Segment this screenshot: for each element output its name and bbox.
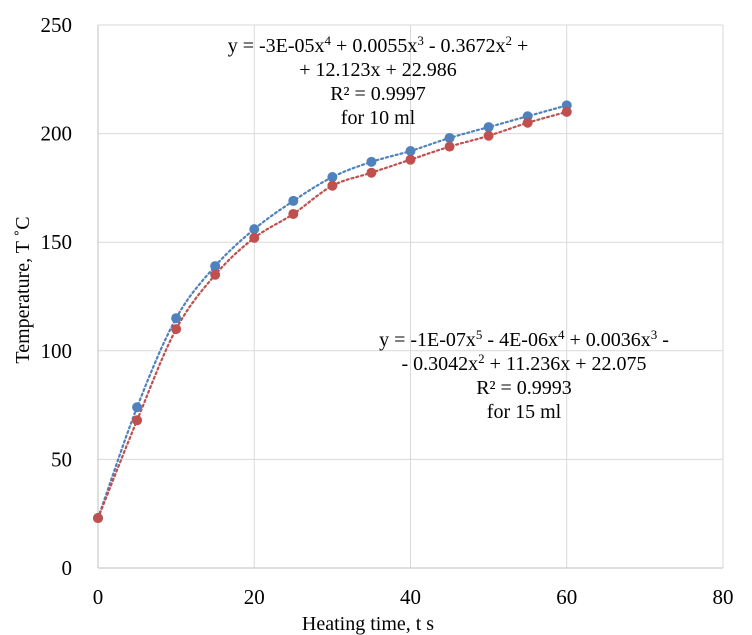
y-tick-label: 100 [41, 339, 73, 363]
equation-term: - 4E-06x [482, 329, 558, 351]
y-tick-label: 150 [41, 230, 73, 254]
axes [97, 25, 723, 569]
y-tick-label: 50 [51, 447, 72, 471]
data-point-series-1 [444, 132, 455, 143]
data-point-series-2 [483, 130, 494, 141]
exponent: 4 [324, 33, 332, 48]
series-label: for 10 ml [340, 107, 416, 129]
trendlines [96, 104, 568, 520]
x-axis-title: Heating time, t s [302, 613, 434, 635]
data-point-series-2 [561, 106, 572, 117]
data-point-series-2 [366, 167, 377, 178]
y-tick-label: 250 [41, 13, 73, 37]
x-tick-label: 60 [556, 585, 577, 609]
data-point-series-1 [210, 261, 221, 272]
x-tick-label: 40 [400, 585, 421, 609]
exponent: 2 [505, 33, 513, 48]
equation-line-2: + 12.123x + 22.986 [299, 59, 457, 81]
equation-term: + 11.236x + 22.075 [484, 353, 647, 375]
data-point-series-2 [132, 415, 143, 426]
exponent: 3 [650, 327, 658, 342]
grid-lines [98, 24, 724, 568]
data-point-series-1 [288, 195, 299, 206]
equation-term: - 0.3672x [423, 35, 506, 57]
equation-line-1: y = -3E-05x4 + 0.0055x3 - 0.3672x2 + [148, 34, 608, 58]
data-point-series-2 [93, 513, 103, 524]
data-point-series-1 [249, 224, 260, 235]
data-point-series-2 [171, 324, 182, 335]
data-point-series-2 [327, 180, 338, 191]
data-point-series-1 [366, 156, 377, 167]
x-tick-label: 0 [93, 585, 104, 609]
exponent: 3 [417, 33, 424, 48]
x-tick-label: 20 [244, 585, 265, 609]
equation-term: + 0.0055x [331, 35, 418, 57]
exponent: 4 [557, 327, 565, 342]
equation-line-2: - 0.3042x2 + 11.236x + 22.075 [318, 352, 730, 376]
data-point-series-2 [210, 269, 221, 280]
x-tick-label: 80 [713, 585, 734, 609]
trendline-equation-15ml: y = -1E-07x5 - 4E-06x4 + 0.0036x3 - - 0.… [318, 328, 730, 424]
trendline-series-1 [96, 104, 568, 520]
equation-term: y = -3E-05x [227, 35, 325, 57]
equation-term: - 0.3042x [401, 353, 479, 375]
series-label: for 15 ml [486, 401, 562, 423]
data-point-series-1 [171, 313, 182, 324]
exponent: 5 [475, 327, 483, 342]
equation-term: y = -1E-07x [379, 329, 476, 351]
data-point-series-2 [522, 117, 533, 128]
data-point-series-1 [132, 402, 143, 413]
equation-line-1: y = -1E-07x5 - 4E-06x4 + 0.0036x3 - [318, 328, 730, 352]
y-tick-label: 200 [41, 122, 73, 146]
data-point-series-2 [249, 232, 260, 243]
data-point-series-1 [405, 145, 416, 156]
data-point-series-2 [288, 208, 299, 219]
equation-term: + [512, 35, 529, 57]
equation-term: + 0.0036x [564, 329, 651, 351]
y-axis-title: Temperature, T ˚C [12, 216, 34, 363]
tick-labels: 0 50 100 150 200 250 0 20 40 60 80 [41, 13, 734, 609]
equation-term: - [657, 329, 669, 351]
trendline-equation-10ml: y = -3E-05x4 + 0.0055x3 - 0.3672x2 + + 1… [148, 34, 608, 130]
data-point-series-2 [405, 154, 416, 165]
r-squared: R² = 0.9997 [330, 83, 426, 105]
data-point-series-1 [327, 172, 338, 183]
data-point-series-2 [444, 141, 455, 152]
y-tick-label: 0 [62, 556, 73, 580]
data-point-series-1 [483, 122, 494, 133]
data-points [93, 100, 572, 524]
exponent: 2 [478, 351, 485, 366]
r-squared: R² = 0.9993 [476, 377, 572, 399]
